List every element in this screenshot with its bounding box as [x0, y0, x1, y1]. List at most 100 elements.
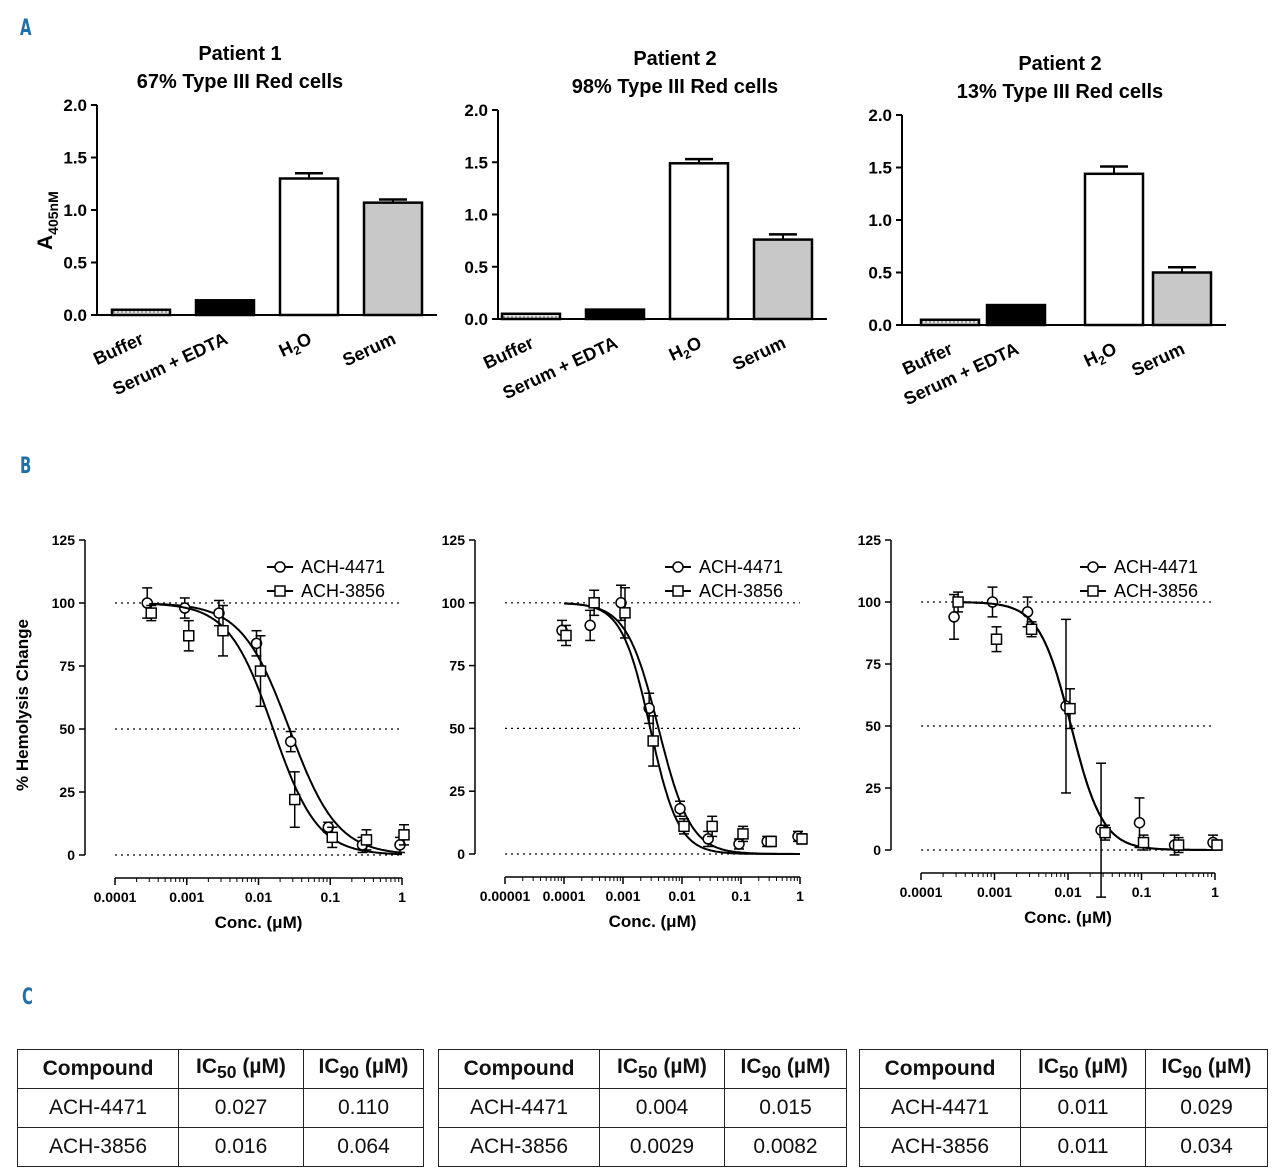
x-tick-label: 0.1 [731, 888, 751, 904]
compound-name: ACH-4471 [17, 1088, 179, 1128]
ic50-value: 0.016 [178, 1127, 304, 1167]
y-tick-label: 0.5 [63, 254, 87, 273]
data-point-ach-3856 [183, 630, 195, 642]
ic90-value: 0.029 [1145, 1088, 1268, 1128]
data-point-ach-3856 [588, 597, 600, 609]
y-tick-label: 125 [52, 532, 76, 548]
x-tick-label: 1 [796, 888, 804, 904]
x-tick-label: 0.001 [977, 884, 1012, 900]
legend-marker-circle [274, 561, 286, 573]
legend-label: ACH-3856 [1114, 581, 1198, 601]
y-tick-label: 100 [52, 595, 76, 611]
legend-marker-square [672, 585, 684, 597]
y-axis-label: % Hemolysis Change [13, 619, 32, 791]
bar-h2o [1083, 172, 1145, 327]
data-point-ach-3856 [678, 820, 690, 833]
y-tick-label: 2.0 [63, 96, 87, 115]
bar-serum-edta [985, 303, 1047, 327]
ic90-value: 0.0082 [724, 1127, 847, 1167]
bar-serum [362, 201, 424, 317]
x-axis-label: Conc. (μM) [215, 913, 303, 932]
table-row: ACH-3856 0.016 0.064 [17, 1127, 424, 1167]
x-axis-label: Conc. (μM) [1024, 908, 1112, 927]
x-tick-label: 0.0001 [543, 888, 586, 904]
y-tick-label: 75 [865, 656, 881, 672]
data-point-ach-3856 [647, 735, 659, 747]
data-point-ach-3856 [1211, 839, 1223, 851]
bar-chart-1: Patient 1 67% Type III Red cells 0.0 0.5 1.0… [34, 43, 437, 399]
y-tick-label: 50 [449, 720, 465, 736]
x-tick-label: 0.001 [605, 888, 640, 904]
x-tick-label: 0.00001 [480, 888, 531, 904]
category-label: Serum [1128, 338, 1187, 380]
x-tick-label: 0.01 [245, 889, 272, 905]
ic90-value: 0.064 [303, 1127, 424, 1167]
bar-chart-2: Patient 2 98% Type III Red cells 0.0 0.5 1.0… [464, 48, 827, 403]
y-tick-label: 50 [865, 718, 881, 734]
ic90-value: 0.015 [724, 1088, 847, 1128]
data-point-ach-4471 [986, 596, 999, 608]
data-point-ach-3856 [360, 834, 373, 846]
data-point-ach-4471 [674, 803, 686, 815]
chart-title: Patient 2 [1018, 53, 1101, 75]
ic-table-3: Compound IC50 (µM) IC90 (µM) ACH-4471 0.… [859, 1049, 1268, 1167]
bar-buffer [500, 312, 562, 321]
category-label: Serum [729, 332, 788, 374]
table-row: ACH-4471 0.027 0.110 [17, 1088, 424, 1128]
y-tick-label: 0.0 [63, 306, 87, 325]
table-row: ACH-4471 0.004 0.015 [438, 1088, 847, 1128]
bar-buffer [110, 308, 172, 317]
ic50-value: 0.0029 [599, 1127, 725, 1167]
x-tick-label: 0.0001 [94, 889, 137, 905]
bar-serum-edta [194, 299, 256, 317]
y-tick-label: 1.5 [868, 159, 892, 178]
header-ic90: IC90 (µM) [303, 1049, 424, 1089]
category-label: H2O [276, 328, 316, 363]
legend-label: ACH-3856 [301, 581, 385, 601]
data-point-ach-4471 [584, 619, 596, 632]
category-label: Buffer [90, 328, 146, 369]
data-point-ach-3856 [326, 831, 338, 844]
table-row: ACH-3856 0.0029 0.0082 [438, 1127, 847, 1167]
legend-marker-square [1087, 585, 1099, 597]
chart-subtitle: 13% Type III Red cells [957, 81, 1163, 103]
y-tick-label: 1.5 [63, 149, 87, 168]
data-point-ach-3856 [619, 607, 631, 619]
x-tick-label: 0.01 [668, 888, 695, 904]
ic50-value: 0.011 [1020, 1127, 1146, 1167]
header-ic50: IC50 (µM) [178, 1049, 304, 1089]
y-tick-label: 125 [858, 532, 882, 548]
data-point-ach-3856 [796, 833, 808, 845]
header-compound: Compound [17, 1049, 179, 1089]
y-tick-label: 50 [59, 721, 75, 737]
y-tick-label: 1.0 [63, 201, 87, 220]
header-compound: Compound [438, 1049, 600, 1089]
y-tick-label: 75 [449, 658, 465, 674]
data-point-ach-3856 [560, 629, 572, 642]
legend-label: ACH-4471 [699, 557, 783, 577]
bar-serum-edta [584, 308, 646, 321]
header-ic90: IC90 (µM) [724, 1049, 847, 1089]
category-label: Serum [339, 328, 398, 370]
ic-table-2: Compound IC50 (µM) IC90 (µM) ACH-4471 0.… [438, 1049, 847, 1167]
dose-response-chart-3: 0 25 50 75 100 125 0.0001 0.001 0.01 0.1 1 Conc. (μ… [858, 532, 1223, 927]
compound-name: ACH-4471 [859, 1088, 1021, 1128]
table-row: ACH-3856 0.011 0.034 [859, 1127, 1268, 1167]
bar-h2o [278, 177, 340, 317]
data-point-ach-3856 [217, 624, 229, 637]
chart-title: Patient 2 [633, 48, 716, 70]
header-compound: Compound [859, 1049, 1021, 1089]
compound-name: ACH-4471 [438, 1088, 600, 1128]
category-label: H2O [1081, 338, 1121, 373]
y-tick-label: 0 [873, 842, 881, 858]
data-point-ach-3856 [254, 665, 267, 677]
category-label: Buffer [480, 332, 536, 373]
data-point-ach-3856 [288, 793, 301, 806]
y-tick-label: 25 [449, 783, 465, 799]
data-point-ach-3856 [1025, 623, 1038, 636]
legend-marker-circle [672, 561, 684, 573]
compound-name: ACH-3856 [438, 1127, 600, 1167]
data-point-ach-4471 [948, 611, 960, 623]
y-tick-label: 25 [865, 780, 881, 796]
y-tick-label: 0.0 [868, 316, 892, 335]
